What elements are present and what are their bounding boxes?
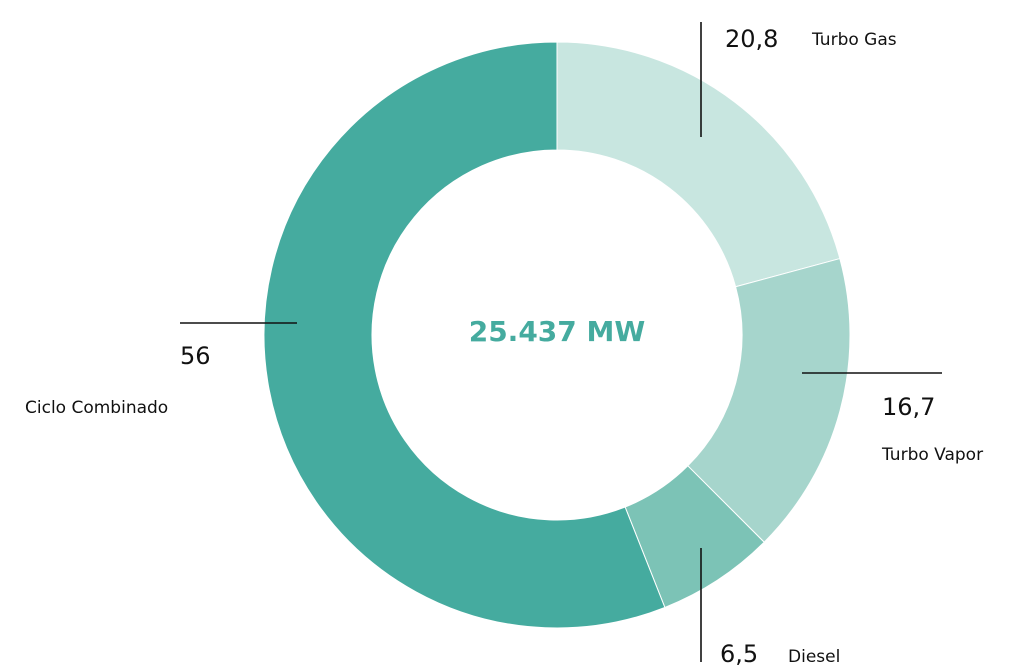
value-label: 16,7 <box>882 393 935 421</box>
category-label: Turbo Vapor <box>881 445 983 465</box>
value-label: 56 <box>180 342 211 370</box>
value-label: 6,5 <box>720 640 758 668</box>
category-label: Ciclo Combinado <box>25 398 168 418</box>
center-total: 25.437 MW <box>469 315 646 348</box>
donut-slice <box>556 41 841 288</box>
category-label: Diesel <box>788 647 840 667</box>
donut-slice <box>263 41 666 629</box>
category-label: Turbo Gas <box>811 30 897 50</box>
value-label: 20,8 <box>725 25 778 53</box>
